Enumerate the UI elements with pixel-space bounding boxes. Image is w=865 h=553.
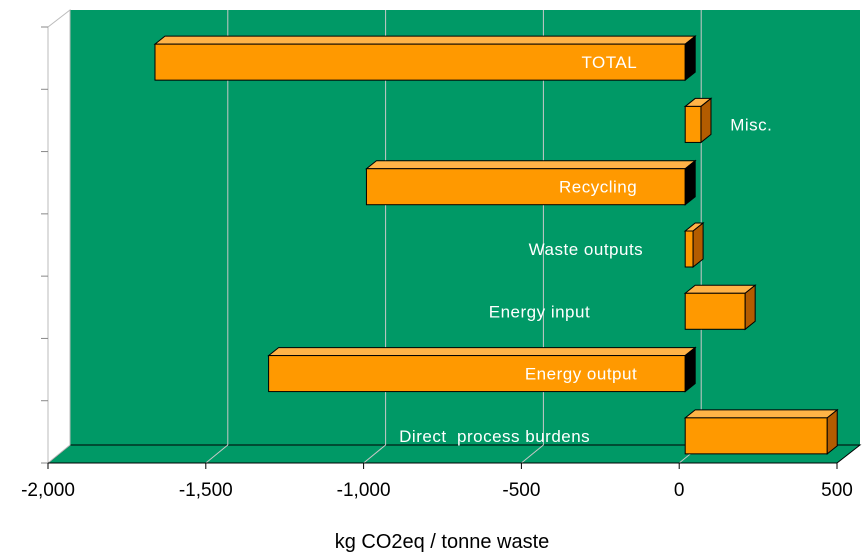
bar-top-2 [683,284,757,294]
x-tick-label-3: -500 [502,480,540,501]
bar-5 [683,97,713,144]
bar-2 [683,284,757,331]
plot-area [46,8,862,465]
bar-top-4 [365,160,697,170]
floor-gridline-1 [205,444,229,464]
bar-0 [683,408,839,455]
bar-front-5 [684,105,702,143]
plot-left-wall [47,8,71,465]
category-label-5: Misc. [730,115,772,134]
bar-front-0 [684,417,828,455]
y-axis-ticks [41,26,48,464]
category-label-3: Waste outputs [529,240,644,259]
x-axis-ticks [47,463,838,469]
x-tick-label-5: 500 [821,480,853,501]
bars [153,35,839,455]
bar-1 [267,346,697,393]
bar-3 [683,221,705,269]
bar-side-0 [826,408,838,455]
bar-side-1 [684,346,696,393]
plot-back-wall [70,10,860,445]
bar-side-4 [684,159,696,206]
bar-6 [153,35,697,82]
bar-side-6 [684,35,696,82]
x-tick-label-4: 0 [674,480,685,501]
category-label-6: TOTAL [581,53,637,72]
bar-4 [365,159,697,206]
bar-side-5 [700,97,712,144]
bar-top-0 [683,409,839,419]
bar-side-2 [744,284,756,331]
bar-side-3 [692,221,704,269]
bar-front-4 [365,168,686,206]
x-tick-label-2: -1,000 [337,480,391,501]
bar-front-2 [684,292,746,330]
bar-top-6 [153,35,697,45]
category-label-2: Energy input [489,302,590,321]
category-labels: Direct process burdens Energy output Energ… [399,53,772,446]
category-label-1: Energy output [525,365,637,384]
bar-front-6 [154,43,686,81]
floor-gridline-3 [521,444,544,464]
category-label-0: Direct process burdens [399,427,590,446]
category-label-4: Recycling [559,178,637,197]
x-tick-label-0: -2,000 [21,480,75,501]
bar-top-1 [267,347,697,357]
floor-gridline-2 [363,444,386,464]
bar-front-3 [684,230,694,268]
x-tick-label-1: -1,500 [179,480,233,501]
x-tick-labels: -2,000 -1,500 -1,000 -500 0 500 [21,480,853,501]
x-axis-title: kg CO2eq / tonne waste [335,531,550,553]
